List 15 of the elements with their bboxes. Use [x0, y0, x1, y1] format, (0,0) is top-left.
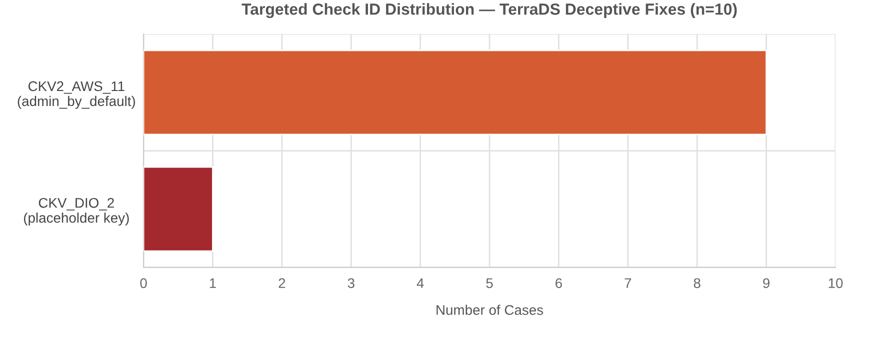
x-tick-label: 6: [556, 278, 562, 288]
y-tick-label: CKV_DIO_2 (placeholder key): [24, 198, 129, 226]
x-tick-label: 8: [694, 278, 700, 288]
x-tick-label: 2: [278, 278, 286, 288]
x-tick-label: 4: [416, 278, 424, 288]
y-tick-label: CKV2_AWS_11 (admin_by_default): [18, 81, 135, 109]
x-tick-label: 5: [486, 278, 493, 288]
x-tick-label: 3: [348, 278, 354, 288]
x-tick-label: 7: [624, 278, 632, 288]
x-tick-label: 9: [763, 278, 770, 288]
x-axis-title: Number of Cases: [436, 304, 544, 315]
x-tick-label: 0: [140, 278, 147, 288]
x-tick-label: 1: [210, 278, 216, 288]
chart-title: Targeted Check ID Distribution — TerraDS Deceptive Fixes (n=10): [242, 3, 737, 18]
x-tick-label: 10: [828, 278, 843, 288]
